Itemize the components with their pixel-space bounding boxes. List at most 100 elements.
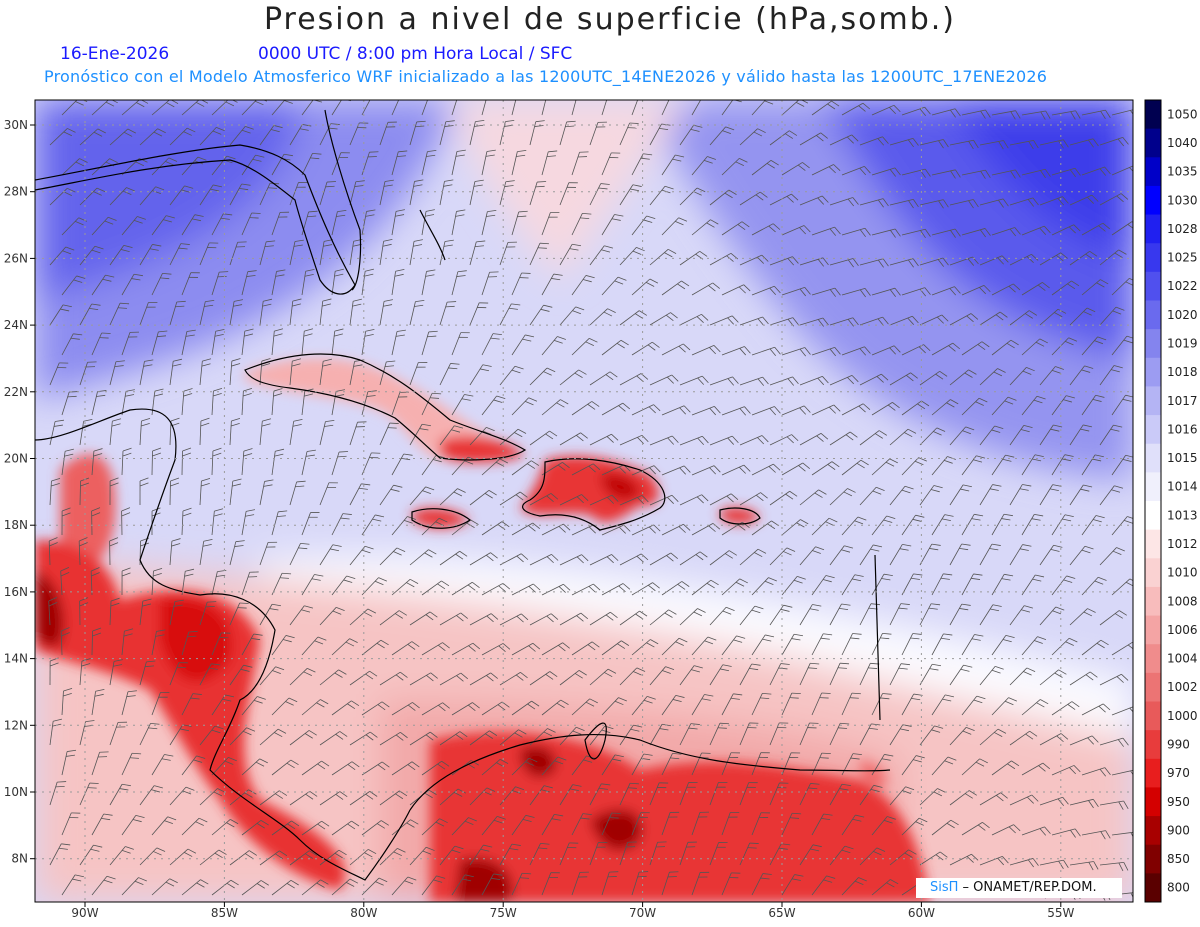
- wind-barb: [859, 258, 889, 268]
- lat-label: 22N: [4, 385, 28, 399]
- wind-barb: [151, 388, 164, 416]
- wind-barb: [289, 298, 302, 326]
- wind-barb: [271, 879, 299, 896]
- wind-barb: [811, 517, 838, 536]
- wind-barb: [661, 637, 688, 656]
- wind-barb: [1069, 365, 1094, 386]
- colorbar-swatch: [1145, 128, 1161, 158]
- wind-barb: [151, 215, 175, 236]
- wind-barb: [961, 573, 983, 596]
- wind-barb: [1081, 222, 1111, 236]
- wind-barb: [601, 276, 627, 296]
- wind-barb: [241, 212, 261, 236]
- wind-barb: [571, 463, 601, 476]
- wind-barb: [811, 226, 841, 236]
- colorbar-label: 900: [1167, 823, 1190, 837]
- wind-barb: [391, 150, 408, 176]
- wind-barb: [439, 731, 468, 746]
- wind-barb: [271, 697, 298, 716]
- wind-barb: [109, 360, 125, 386]
- wind-barb: [889, 544, 912, 566]
- wind-barb: [289, 358, 302, 386]
- wind-barb: [121, 273, 143, 296]
- wind-barb: [889, 603, 910, 626]
- wind-barb: [799, 132, 828, 146]
- wind-barb: [1051, 828, 1081, 838]
- wind-barb: [541, 813, 564, 836]
- wind-barb: [589, 433, 619, 446]
- wind-barb: [919, 603, 941, 626]
- wind-barb: [859, 136, 889, 146]
- wind-barb: [1009, 367, 1035, 386]
- wind-barb: [1111, 277, 1133, 296]
- wind-barb: [379, 671, 408, 686]
- wind-barb: [451, 581, 480, 596]
- wind-barb: [751, 692, 772, 716]
- wind-barb: [229, 540, 245, 566]
- wind-barb: [211, 447, 222, 476]
- wind-barb: [661, 581, 690, 596]
- wind-barb: [709, 550, 737, 566]
- wind-barb: [589, 494, 619, 506]
- wind-barb: [589, 308, 616, 326]
- colorbar-swatch: [1145, 844, 1161, 874]
- wind-barb: [631, 639, 659, 656]
- colorbar-swatch: [1145, 501, 1161, 531]
- wind-barb: [121, 389, 135, 416]
- wind-barb: [979, 543, 1001, 566]
- wind-barb: [241, 571, 259, 596]
- wind-barb: [661, 753, 682, 776]
- wind-barb: [871, 515, 896, 536]
- wind-barb: [949, 853, 979, 866]
- wind-barb: [421, 642, 450, 656]
- wind-barb: [709, 664, 732, 686]
- wind-barb: [781, 519, 809, 536]
- wind-barb: [229, 417, 241, 446]
- wind-barb: [1111, 335, 1133, 356]
- wind-barb: [541, 150, 558, 176]
- wind-barb: [271, 269, 286, 296]
- wind-barb: [229, 664, 253, 686]
- wind-barb: [361, 701, 390, 716]
- wind-barb: [79, 597, 89, 626]
- wind-barb: [991, 824, 1021, 836]
- colorbar-swatch: [1145, 271, 1161, 301]
- wind-barb: [1081, 166, 1111, 176]
- wind-barb: [559, 494, 589, 506]
- wind-barb: [1021, 395, 1046, 416]
- wind-barb: [211, 508, 224, 536]
- wind-barb: [301, 760, 330, 776]
- wind-barb: [949, 603, 971, 626]
- wind-barb: [631, 812, 650, 836]
- wind-barb: [829, 845, 854, 866]
- wind-barb: [331, 878, 359, 896]
- wind-barb: [79, 128, 106, 146]
- wind-barb: [391, 876, 417, 896]
- wind-barb: [589, 245, 614, 266]
- wind-barb: [721, 635, 746, 656]
- wind-barb: [619, 610, 648, 626]
- forecast-subtitle: Pronóstico con el Modelo Atmosferico WRF…: [44, 67, 1048, 86]
- wind-barb: [319, 606, 345, 626]
- wind-barb: [961, 822, 990, 836]
- wind-barb: [979, 425, 1004, 446]
- wind-barb: [319, 298, 332, 326]
- wind-barb: [811, 813, 833, 836]
- wind-barb: [229, 241, 247, 266]
- wind-barb: [1021, 826, 1051, 836]
- colorbar-swatch: [1145, 472, 1161, 502]
- wind-barb: [571, 641, 600, 656]
- lat-label: 16N: [4, 585, 28, 599]
- wind-barb: [919, 788, 946, 806]
- wind-barb: [109, 597, 120, 626]
- wind-barb: [499, 428, 527, 446]
- wind-barb: [1081, 703, 1111, 716]
- wind-barb: [421, 100, 428, 116]
- wind-barb: [49, 419, 65, 446]
- wind-barb: [199, 849, 227, 866]
- wind-barb: [379, 121, 397, 146]
- wind-barb: [541, 212, 560, 236]
- wind-barb: [139, 128, 166, 146]
- wind-barb: [931, 286, 961, 296]
- wind-barb: [181, 272, 200, 296]
